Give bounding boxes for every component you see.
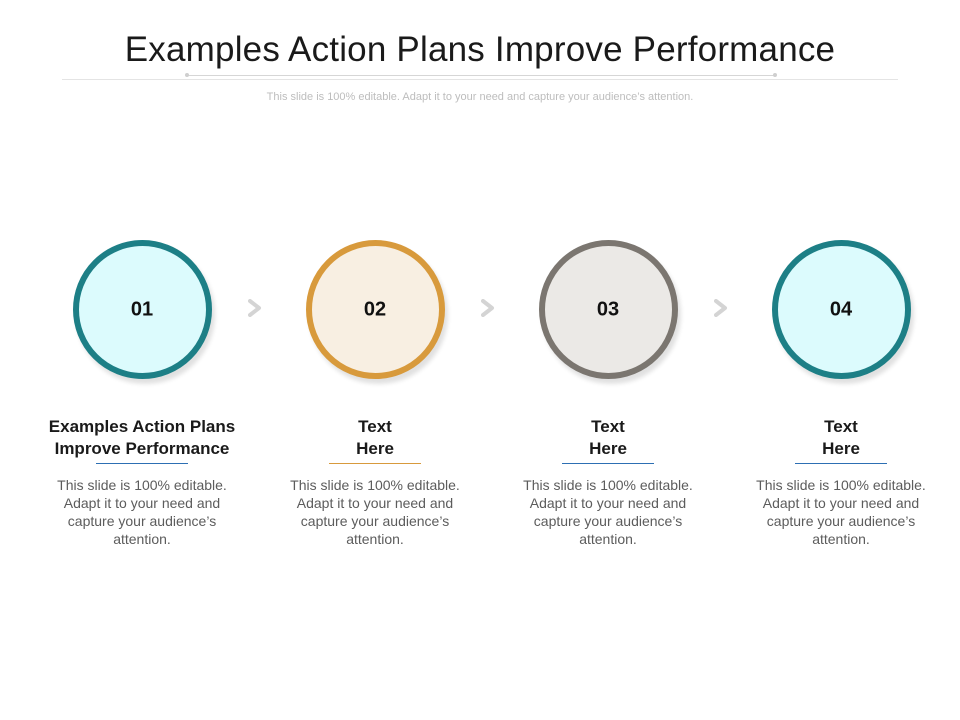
title-accent-line [185, 73, 777, 77]
slide-subtitle: This slide is 100% editable. Adapt it to… [266, 91, 694, 103]
step-4-heading: Text Here [822, 417, 860, 458]
step-4-circle: 04 [771, 240, 911, 379]
step-3-number: 03 [596, 298, 620, 320]
step-1-number: 01 [130, 298, 154, 320]
step-2-heading: Text Here [356, 417, 394, 458]
chevron-right-icon [481, 299, 494, 317]
slide-title: Examples Action Plans Improve Performanc… [124, 30, 836, 69]
step-2-circle: 02 [305, 240, 445, 379]
step-2-number: 02 [363, 298, 387, 320]
step-4-description: This slide is 100% editable. Adapt it to… [756, 477, 926, 547]
step-3-heading: Text Here [589, 417, 627, 458]
title-divider [62, 79, 898, 80]
step-3-description: This slide is 100% editable. Adapt it to… [523, 477, 693, 547]
chevron-right-icon [714, 299, 727, 317]
chevron-right-icon [248, 299, 261, 317]
step-4-number: 04 [829, 298, 853, 320]
step-2-description: This slide is 100% editable. Adapt it to… [290, 477, 460, 547]
step-1-description: This slide is 100% editable. Adapt it to… [57, 477, 227, 547]
step-3-circle: 03 [538, 240, 678, 379]
step-4-heading-underline [795, 463, 887, 464]
step-3-heading-underline [562, 463, 654, 464]
step-1-circle: 01 [72, 240, 212, 379]
step-2-heading-underline [329, 463, 421, 464]
step-1-heading: Examples Action Plans Improve Performanc… [48, 417, 236, 458]
step-1-heading-underline [96, 463, 188, 464]
